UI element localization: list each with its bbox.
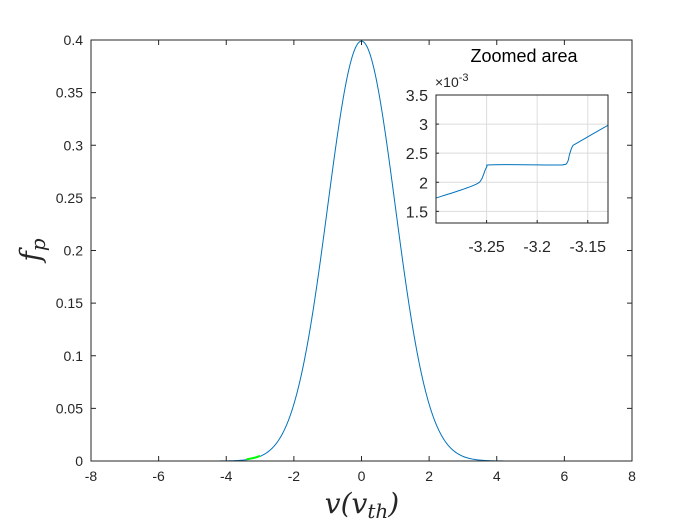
y-tick-label: 0.25 [56, 190, 83, 206]
y-tick-label: 0.4 [64, 32, 84, 48]
inset-curves [435, 124, 609, 199]
inset-y-tick-label: 3 [419, 117, 428, 134]
x-tick-label: -4 [220, 468, 233, 484]
inset-x-tick-label: -3.2 [523, 239, 551, 256]
x-tick-label: -2 [288, 468, 301, 484]
zoomed-region-highlight [246, 454, 261, 461]
x-tick-label: 8 [628, 468, 636, 484]
x-tick-label: 6 [560, 468, 568, 484]
inset-plot-background [436, 95, 608, 223]
y-tick-label: 0.2 [64, 243, 84, 259]
y-tick-label: 0.15 [56, 295, 83, 311]
inset-x-tick-label: -3.15 [570, 239, 607, 256]
y-tick-label: 0.1 [64, 348, 84, 364]
x-tick-label: -6 [152, 468, 165, 484]
x-tick-label: -8 [85, 468, 98, 484]
x-tick-label: 0 [358, 468, 366, 484]
inset-plot: -3.25 -3.2 -3.15 1.5 2 2.5 3 3.5 Zoomed area ×… [406, 46, 609, 256]
main-x-axis: -8 -6 -4 -2 0 2 4 6 8 [85, 40, 636, 484]
inset-y-tick-label: 1.5 [406, 204, 428, 221]
inset-exponent-label: ×10-3 [435, 72, 469, 90]
y-tick-label: 0.35 [56, 85, 83, 101]
y-tick-label: 0.3 [64, 137, 84, 153]
x-axis-label: v(vth) [325, 487, 399, 523]
inset-title: Zoomed area [470, 46, 578, 66]
y-tick-label: 0.05 [56, 400, 83, 416]
x-tick-label: 2 [425, 468, 433, 484]
inset-y-tick-label: 2.5 [406, 146, 428, 163]
inset-x-axis: -3.25 -3.2 -3.15 [468, 220, 606, 256]
inset-y-axis: 1.5 2 2.5 3 3.5 [406, 88, 439, 221]
inset-y-tick-label: 2 [419, 175, 428, 192]
y-tick-label: 0 [75, 453, 83, 469]
main-y-axis: 0 0.05 0.1 0.15 0.2 0.25 0.3 0.35 0.4 [56, 32, 632, 469]
inset-curve [435, 124, 609, 199]
x-tick-label: 4 [493, 468, 501, 484]
inset-x-tick-label: -3.25 [468, 239, 505, 256]
y-axis-label: fp [14, 238, 50, 263]
inset-y-tick-label: 3.5 [406, 88, 428, 105]
inset-plot-frame [435, 94, 609, 224]
